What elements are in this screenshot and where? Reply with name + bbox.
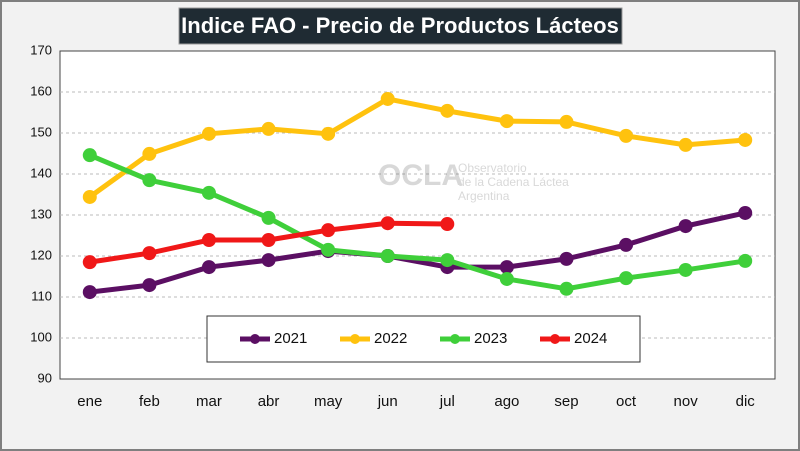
data-point [499,260,514,275]
x-tick-label: sep [554,393,578,410]
y-tick-label: 130 [30,206,52,221]
data-point [321,242,336,257]
data-point [82,189,97,204]
legend: 2021 2022 2023 2024 [206,315,641,363]
data-point [142,246,157,261]
data-point [82,285,97,300]
legend-label: 2022 [374,330,407,347]
y-tick-label: 160 [30,83,52,98]
data-point [261,210,276,225]
y-tick-label: 120 [30,247,52,262]
data-point [380,91,395,106]
data-point [678,137,693,152]
data-point [201,260,216,275]
watermark-text: Observatorio [458,161,527,175]
watermark-logo: OCLA [378,159,463,192]
data-point [321,126,336,141]
x-tick-label: may [314,393,343,410]
data-point [440,217,455,232]
data-point [738,205,753,220]
series-line [88,152,746,292]
data-point [261,253,276,268]
x-tick-label: mar [196,393,222,410]
y-tick-label: 140 [30,165,52,180]
data-point [261,233,276,248]
title-box [178,7,623,45]
data-point [380,249,395,263]
data-point [82,255,97,270]
watermark: OCLA Observatorio de la Cadena Láctea Ar… [378,159,569,203]
data-point [142,146,157,161]
legend-marker [450,334,460,344]
data-point [261,121,276,136]
x-tick-label: jun [377,393,398,410]
data-point [201,126,216,141]
legend-label: 2024 [574,330,607,347]
x-tick-label: abr [258,393,280,410]
data-point [499,271,514,286]
data-point [619,271,634,286]
data-point [201,233,216,248]
watermark-text: de la Cadena Láctea [458,175,569,189]
data-point [380,216,395,231]
y-tick-label: 150 [30,124,52,139]
x-tick-label: oct [616,393,637,410]
series-line [89,210,746,295]
data-point [142,173,157,188]
data-point [738,132,753,147]
data-point [201,185,216,200]
legend-label: 2021 [274,330,307,347]
y-tick-label: 90 [38,370,52,385]
data-point [678,219,693,234]
y-tick-label: 110 [31,288,52,303]
data-point [738,253,753,268]
chart-title: Indice FAO - Precio de Productos Lácteos [181,13,619,38]
data-point [678,262,693,277]
watermark-text: Argentina [458,189,510,203]
series-line [88,96,746,199]
data-point [321,223,336,238]
x-tick-label: nov [674,393,699,410]
legend-label: 2023 [474,330,507,347]
x-tick-label: feb [139,393,160,410]
legend-marker [550,334,560,344]
legend-marker [250,334,260,344]
data-point [619,128,634,143]
y-tick-label: 170 [30,42,52,57]
y-tick-label: 100 [30,329,52,344]
data-point [559,114,574,129]
data-point [142,278,157,293]
data-point [559,251,574,266]
data-point [440,103,455,118]
x-tick-label: dic [736,393,756,410]
data-point [82,148,97,163]
x-tick-label: ago [494,393,519,410]
data-point [559,281,574,296]
data-point [440,253,455,268]
data-point [619,237,634,252]
x-tick-label: ene [77,393,102,410]
x-tick-label: jul [439,393,455,410]
legend-marker [350,334,360,344]
data-point [499,114,514,129]
